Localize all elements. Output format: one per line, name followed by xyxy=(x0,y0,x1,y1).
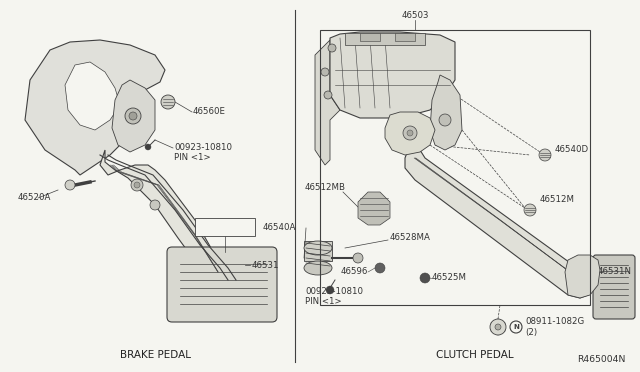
Circle shape xyxy=(403,126,417,140)
Circle shape xyxy=(490,319,506,335)
Text: 46520A: 46520A xyxy=(18,193,51,202)
Text: 46501: 46501 xyxy=(211,222,239,231)
Bar xyxy=(395,33,415,41)
Polygon shape xyxy=(330,32,455,118)
Text: N: N xyxy=(513,324,519,330)
Circle shape xyxy=(145,144,151,150)
Text: CLUTCH PEDAL: CLUTCH PEDAL xyxy=(436,350,514,360)
Text: 46512M: 46512M xyxy=(540,196,575,205)
Polygon shape xyxy=(405,148,590,298)
Polygon shape xyxy=(112,80,155,152)
Bar xyxy=(345,33,425,45)
Circle shape xyxy=(131,179,143,191)
Text: 46596: 46596 xyxy=(340,267,368,276)
Text: 46525M: 46525M xyxy=(432,273,467,282)
Polygon shape xyxy=(100,150,228,285)
Text: 46512MB: 46512MB xyxy=(305,183,346,192)
Text: BRAKE PEDAL: BRAKE PEDAL xyxy=(120,350,191,360)
Circle shape xyxy=(129,112,137,120)
Polygon shape xyxy=(385,112,435,155)
Circle shape xyxy=(65,180,75,190)
Ellipse shape xyxy=(304,261,332,275)
Circle shape xyxy=(321,68,329,76)
Text: 46560E: 46560E xyxy=(193,108,226,116)
Polygon shape xyxy=(315,40,340,165)
Circle shape xyxy=(495,324,501,330)
FancyBboxPatch shape xyxy=(167,247,277,322)
Text: 46540A: 46540A xyxy=(262,224,296,232)
Circle shape xyxy=(326,286,334,294)
Circle shape xyxy=(161,95,175,109)
Bar xyxy=(320,30,590,305)
Polygon shape xyxy=(430,75,462,150)
Circle shape xyxy=(324,91,332,99)
Text: 00923-10810: 00923-10810 xyxy=(174,142,232,151)
Circle shape xyxy=(353,253,363,263)
Text: 46528MA: 46528MA xyxy=(390,234,431,243)
Text: 08911-1082G: 08911-1082G xyxy=(525,317,584,327)
Ellipse shape xyxy=(304,241,332,255)
Circle shape xyxy=(420,273,430,283)
Text: R465004N: R465004N xyxy=(577,356,625,365)
Circle shape xyxy=(328,44,336,52)
Text: PIN <1>: PIN <1> xyxy=(174,154,211,163)
Circle shape xyxy=(125,108,141,124)
Text: 46503: 46503 xyxy=(401,10,429,19)
Bar xyxy=(195,218,255,236)
Circle shape xyxy=(524,204,536,216)
Circle shape xyxy=(375,263,385,273)
Bar xyxy=(304,241,332,261)
FancyBboxPatch shape xyxy=(593,255,635,319)
Polygon shape xyxy=(25,40,165,175)
Circle shape xyxy=(539,149,551,161)
Text: 46540D: 46540D xyxy=(555,145,589,154)
Text: 46531: 46531 xyxy=(252,260,280,269)
Polygon shape xyxy=(65,62,120,130)
Circle shape xyxy=(134,182,140,188)
Text: 46531N: 46531N xyxy=(598,267,632,276)
Text: 00923-10810: 00923-10810 xyxy=(305,288,363,296)
Circle shape xyxy=(407,130,413,136)
Polygon shape xyxy=(565,255,600,298)
Text: PIN <1>: PIN <1> xyxy=(305,298,342,307)
Bar xyxy=(360,33,380,41)
Polygon shape xyxy=(358,192,390,225)
Circle shape xyxy=(150,200,160,210)
Text: (2): (2) xyxy=(525,328,537,337)
Circle shape xyxy=(439,114,451,126)
